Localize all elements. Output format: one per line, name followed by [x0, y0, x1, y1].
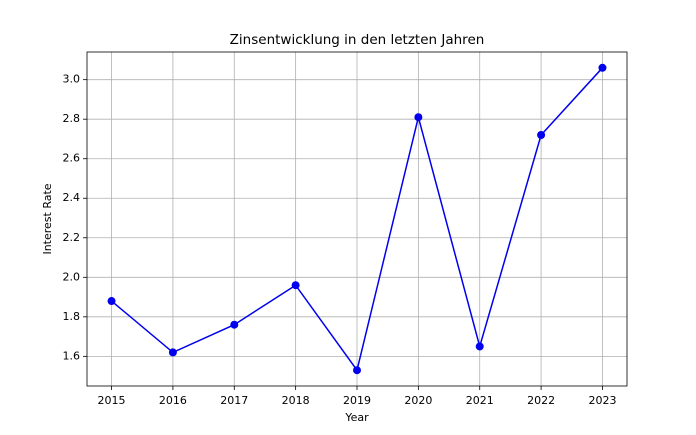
point: [291, 281, 300, 290]
point: [168, 348, 177, 357]
x-axis-label: Year: [344, 411, 369, 424]
point: [598, 63, 607, 72]
x-tick-label: 2016: [159, 394, 187, 407]
x-tick-label: 2018: [282, 394, 310, 407]
x-tick-label: 2017: [220, 394, 248, 407]
y-tick-label: 2.8: [63, 112, 81, 125]
x-tick-label: 2023: [588, 394, 616, 407]
y-tick-label: 1.6: [63, 349, 81, 362]
x-tick-label: 2020: [404, 394, 432, 407]
chart-title: Zinsentwicklung in den letzten Jahren: [230, 32, 485, 48]
y-axis-label: Interest Rate: [41, 183, 54, 254]
x-tick-label: 2019: [343, 394, 371, 407]
plot-frame: [86, 51, 628, 387]
point: [475, 342, 484, 351]
x-tick-label: 2022: [527, 394, 555, 407]
point: [537, 131, 546, 140]
y-tick-label: 2.0: [63, 270, 81, 283]
x-tick-label: 2021: [466, 394, 494, 407]
y-tick-label: 2.2: [63, 231, 81, 244]
y-tick-label: 1.8: [63, 310, 81, 323]
point: [107, 297, 116, 306]
x-tick-label: 2015: [98, 394, 126, 407]
y-tick-label: 2.6: [63, 152, 81, 165]
point: [414, 113, 423, 122]
point: [353, 366, 361, 375]
y-tick-label: 2.4: [63, 191, 81, 204]
point: [230, 320, 239, 329]
y-tick-label: 3.0: [63, 73, 81, 86]
